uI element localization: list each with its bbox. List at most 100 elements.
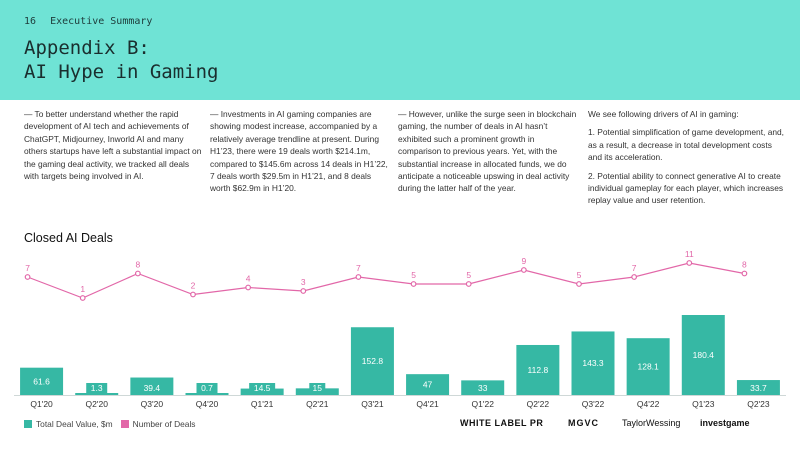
x-tick-label: Q4'21 [416, 399, 439, 409]
bar-value-label: 1.3 [91, 383, 103, 393]
logo-mgvc: MGVC [568, 418, 599, 428]
bar-value-label: 143.3 [582, 358, 604, 368]
header-banner [0, 0, 800, 100]
deals-point [576, 281, 582, 287]
text-columns: — To better understand whether the rapid… [24, 108, 794, 228]
x-tick-label: Q1'22 [472, 399, 495, 409]
deals-point-label: 8 [742, 260, 747, 270]
bar-Q1'20 [20, 367, 64, 395]
bar-value-label: 180.4 [693, 350, 715, 360]
header-meta: 16 Executive Summary [24, 16, 160, 27]
bar-value-label: 15 [313, 383, 323, 393]
deals-point [300, 288, 307, 294]
x-tick-label: Q3'21 [361, 399, 384, 409]
bar-Q4'22 [626, 338, 670, 395]
bar-value-label: 33.7 [750, 383, 767, 393]
bar-value-label: 47 [423, 380, 433, 390]
bar-value-label-bg [138, 383, 165, 395]
text-column-3: — However, unlike the surge seen in bloc… [398, 108, 580, 201]
deals-point-label: 1 [80, 284, 85, 294]
chart-legend: Total Deal Value, $m Number of Deals [24, 419, 204, 429]
deals-point [190, 291, 196, 298]
deals-line [27, 262, 745, 299]
page-title: Appendix B: AI Hype in Gaming [24, 36, 218, 84]
bar-value-label: 33 [478, 383, 488, 393]
deals-point [741, 270, 748, 277]
page-title-line-1: Appendix B: [24, 37, 150, 59]
bar-value-label-bg [474, 383, 491, 395]
deals-point [686, 260, 693, 266]
legend-swatch-deal-value [24, 420, 32, 428]
x-tick-label: Q4'20 [196, 399, 219, 409]
paragraph: We see following drivers of AI in gaming… [588, 109, 739, 119]
x-tick-label: Q1'23 [692, 399, 715, 409]
bar-value-label: 14.5 [254, 383, 271, 393]
text-column-4: We see following drivers of AI in gaming… [588, 108, 786, 213]
bar-value-label: 61.6 [33, 376, 50, 386]
deals-point [410, 281, 417, 287]
logo-taylor-wessing: TaylorWessing [622, 418, 681, 428]
deals-point-label: 7 [25, 263, 30, 273]
bar-value-label: 112.8 [528, 365, 549, 375]
chart-title: Closed AI Deals [24, 231, 113, 245]
legend-label-number-of-deals: Number of Deals [132, 419, 196, 429]
bar-value-label-bg [249, 383, 276, 395]
paragraph: — Investments in AI gaming companies are… [210, 109, 388, 194]
x-tick-label: Q4'22 [637, 399, 660, 409]
bar-value-label-bg [745, 383, 772, 395]
deals-point [24, 274, 31, 280]
bar-value-label: 0.7 [201, 383, 213, 393]
x-tick-label: Q3'20 [141, 399, 164, 409]
bar-Q1'23 [681, 315, 725, 395]
bar-Q2'22 [516, 344, 560, 395]
deals-point-label: 2 [191, 281, 196, 291]
deals-point [355, 274, 362, 280]
section-label: Executive Summary [50, 16, 153, 27]
deals-point-label: 8 [135, 260, 140, 270]
bar-value-label-bg [196, 383, 218, 395]
text-column-1: — To better understand whether the rapid… [24, 108, 202, 188]
paragraph: — To better understand whether the rapid… [24, 109, 202, 182]
deals-point [134, 270, 141, 277]
deals-point-label: 5 [466, 270, 471, 280]
paragraph: 1. Potential simplification of game deve… [588, 127, 784, 163]
text-column-2: — Investments in AI gaming companies are… [210, 108, 388, 201]
legend-label-deal-value: Total Deal Value, $m [36, 419, 113, 429]
x-tick-label: Q2'23 [747, 399, 770, 409]
closed-ai-deals-chart: 61.6 Q1'20 1.3 Q2'20 39.4 Q3'20 0.7 Q4'20 14.5 Q1… [14, 250, 786, 409]
x-tick-label: Q2'20 [86, 399, 109, 409]
deals-point-label: 11 [685, 250, 694, 259]
deals-point-label: 7 [356, 263, 361, 273]
page-number: 16 [24, 16, 37, 27]
deals-point-label: 3 [301, 277, 306, 287]
bar-value-label-bg [309, 383, 326, 395]
page-title-line-2: AI Hype in Gaming [24, 61, 219, 83]
x-tick-label: Q1'20 [30, 399, 53, 409]
logo-white-label-pr: WHITE LABEL PR [460, 418, 544, 428]
bar-value-label: 128.1 [638, 362, 660, 372]
legend-item-number-of-deals: Number of Deals [120, 419, 196, 429]
deals-point [465, 281, 472, 287]
deals-point-label: 5 [577, 270, 582, 280]
deals-point-label: 4 [246, 274, 251, 284]
deals-point-label: 7 [632, 263, 637, 273]
deals-point-label: 9 [521, 256, 526, 266]
x-tick-label: Q1'21 [251, 399, 274, 409]
bar-value-label: 152.8 [362, 356, 384, 366]
legend-item-deal-value: Total Deal Value, $m [24, 419, 113, 429]
deals-point [245, 284, 252, 291]
bar-value-label-bg [86, 383, 108, 395]
deals-point [79, 295, 86, 301]
bar-value-label: 39.4 [144, 383, 161, 393]
paragraph: 2. Potential ability to connect generati… [588, 170, 784, 206]
deals-point-label: 5 [411, 270, 416, 280]
bar-Q4'21 [406, 374, 450, 395]
x-tick-label: Q2'22 [527, 399, 550, 409]
logo-investgame: investgame [700, 418, 750, 428]
x-tick-label: Q3'22 [582, 399, 605, 409]
legend-swatch-number-of-deals [120, 420, 129, 428]
paragraph: — However, unlike the surge seen in bloc… [398, 109, 577, 194]
x-tick-label: Q2'21 [306, 399, 329, 409]
deals-point [631, 274, 638, 280]
bar-Q3'22 [571, 331, 615, 395]
